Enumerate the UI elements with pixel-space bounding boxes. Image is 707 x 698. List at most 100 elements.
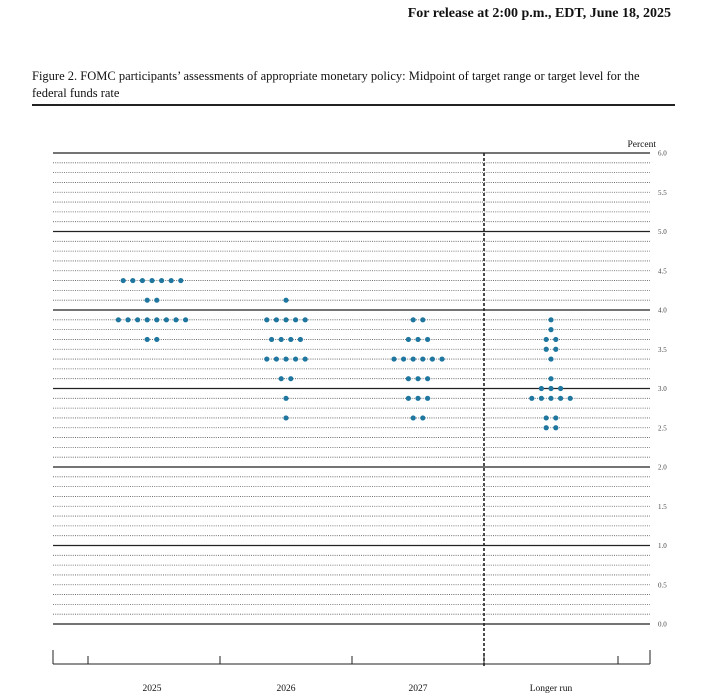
- title-rule: [32, 104, 675, 106]
- participant-dot: [283, 297, 289, 303]
- participant-dot: [548, 395, 554, 401]
- participant-dot: [139, 277, 145, 284]
- participant-dot: [548, 317, 554, 323]
- y-tick-label: 4.0: [658, 307, 667, 315]
- participant-dot: [567, 395, 573, 401]
- participant-dot: [543, 425, 549, 431]
- participant-dot: [154, 336, 160, 343]
- participant-dot: [269, 336, 275, 343]
- x-category-label: 2027: [409, 684, 428, 694]
- participant-dot: [420, 415, 426, 421]
- figure-title: Figure 2. FOMC participants’ assessments…: [32, 69, 640, 100]
- participant-dot: [154, 317, 160, 323]
- participant-dot: [183, 317, 189, 323]
- participant-dot: [154, 297, 160, 303]
- participant-dot: [264, 317, 270, 323]
- participant-dot: [405, 376, 411, 382]
- participant-dot: [420, 356, 426, 362]
- y-tick-label: 5.5: [658, 189, 667, 197]
- y-tick-label: 0.0: [658, 621, 667, 629]
- axis-layer: 0.0 0.5 1.0 1.5 2.0 2.5 3.0 3.5 4.0 4.5 5.0 5.5 6.0 2…: [52, 150, 667, 694]
- participant-dot: [439, 356, 445, 362]
- participant-dot: [558, 395, 564, 401]
- participant-dot: [425, 376, 431, 382]
- participant-dot: [283, 317, 289, 323]
- participant-dot: [144, 297, 150, 303]
- participant-dot: [283, 415, 289, 421]
- y-tick-label: 2.0: [658, 464, 667, 472]
- participant-dot: [405, 395, 411, 401]
- participant-dot: [144, 336, 150, 343]
- y-tick-label: 3.0: [658, 385, 667, 393]
- participant-dot: [144, 317, 150, 323]
- y-tick-label: 3.5: [658, 346, 667, 354]
- y-tick-label: 6.0: [658, 150, 667, 158]
- participant-dot: [410, 415, 416, 421]
- y-tick-label: 1.0: [658, 542, 667, 550]
- y-tick-label: 2.5: [658, 424, 667, 432]
- participant-dot: [410, 356, 416, 362]
- grid-layer: [53, 152, 650, 625]
- participant-dot: [420, 317, 426, 323]
- y-tick-label: 0.5: [658, 581, 667, 589]
- participant-dot: [120, 277, 126, 284]
- participant-dot: [548, 327, 554, 333]
- participant-dot: [425, 336, 431, 343]
- participant-dot: [415, 395, 421, 401]
- participant-dot: [543, 346, 549, 352]
- participant-dot: [548, 356, 554, 362]
- dot-layer: [115, 277, 573, 431]
- participant-dot: [264, 356, 270, 362]
- participant-dot: [149, 277, 155, 284]
- participant-dot: [553, 415, 559, 421]
- participant-dot: [115, 317, 121, 323]
- participant-dot: [529, 395, 535, 401]
- participant-dot: [415, 336, 421, 343]
- participant-dot: [548, 385, 554, 392]
- participant-dot: [130, 277, 136, 284]
- participant-dot: [283, 356, 289, 362]
- participant-dot: [288, 336, 294, 343]
- participant-dot: [410, 317, 416, 323]
- participant-dot: [273, 317, 279, 323]
- release-notice: For release at 2:00 p.m., EDT, June 18, …: [407, 6, 671, 21]
- participant-dot: [553, 346, 559, 352]
- participant-dot: [558, 385, 564, 392]
- participant-dot: [135, 317, 141, 323]
- participant-dot: [278, 336, 284, 343]
- participant-dot: [548, 376, 554, 382]
- participant-dot: [415, 376, 421, 382]
- participant-dot: [405, 336, 411, 343]
- x-category-label: 2026: [277, 684, 296, 694]
- y-axis-unit-label: Percent: [628, 140, 657, 150]
- participant-dot: [278, 376, 284, 382]
- participant-dot: [425, 395, 431, 401]
- participant-dot: [168, 277, 174, 284]
- participant-dot: [401, 356, 407, 362]
- participant-dot: [283, 395, 289, 401]
- participant-dot: [553, 336, 559, 343]
- participant-dot: [288, 376, 294, 382]
- x-category-label: Longer run: [530, 684, 573, 694]
- participant-dot: [273, 356, 279, 362]
- participant-dot: [538, 395, 545, 401]
- participant-dot: [543, 415, 549, 421]
- participant-dot: [125, 317, 131, 323]
- participant-dot: [163, 317, 169, 323]
- y-tick-label: 4.5: [658, 267, 667, 275]
- y-tick-label: 1.5: [658, 503, 667, 511]
- participant-dot: [302, 317, 308, 323]
- participant-dot: [293, 356, 299, 362]
- participant-dot: [538, 385, 545, 392]
- participant-dot: [178, 277, 184, 284]
- participant-dot: [553, 425, 559, 431]
- x-category-label: 2025: [143, 684, 162, 694]
- participant-dot: [391, 356, 397, 362]
- participant-dot: [173, 317, 179, 323]
- participant-dot: [302, 356, 308, 362]
- participant-dot: [429, 356, 435, 362]
- participant-dot: [543, 336, 549, 343]
- participant-dot: [293, 317, 299, 323]
- participant-dot: [297, 336, 303, 343]
